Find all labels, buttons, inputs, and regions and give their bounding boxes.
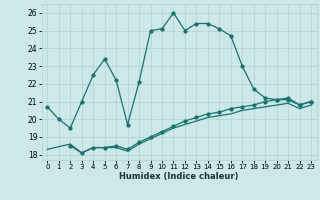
X-axis label: Humidex (Indice chaleur): Humidex (Indice chaleur) (119, 172, 239, 181)
